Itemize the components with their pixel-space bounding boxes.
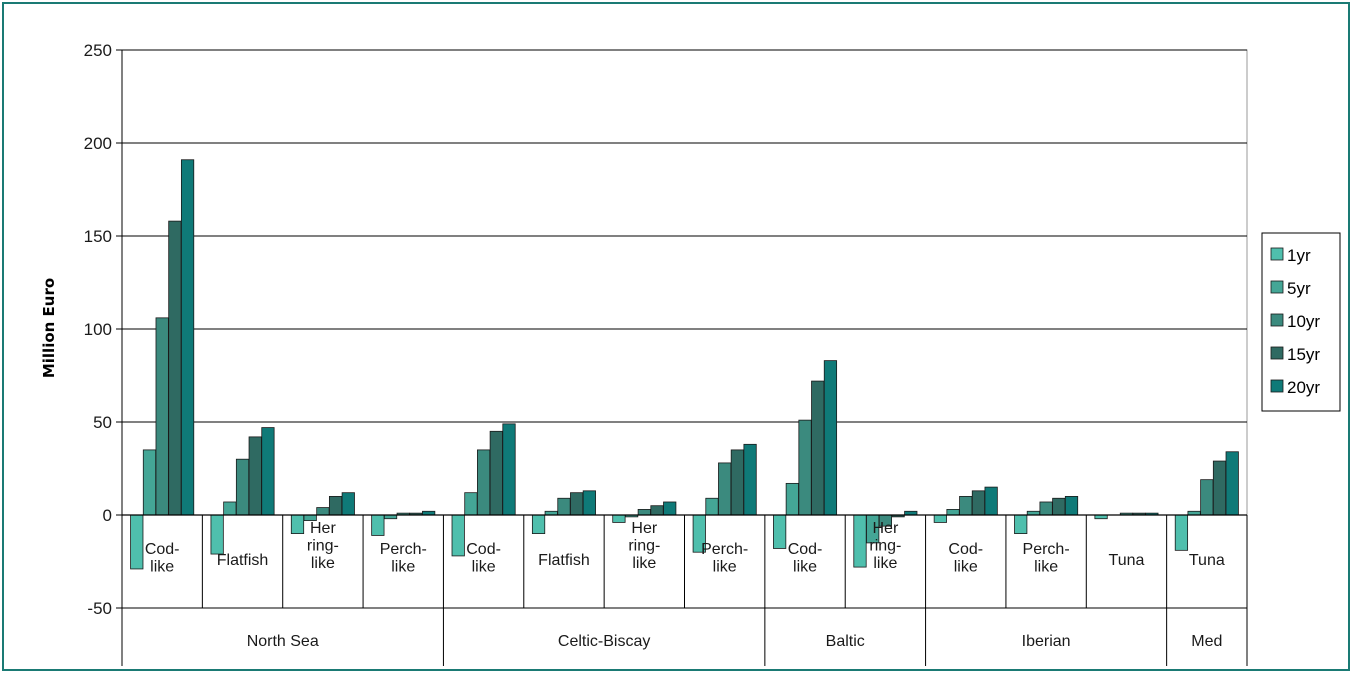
category-label: Her ring-like <box>307 520 339 572</box>
bar-10yr-9 <box>798 419 812 516</box>
category-label: Perch-like <box>1023 541 1070 576</box>
bar-15yr-6 <box>570 492 584 516</box>
bar-1yr-4 <box>371 514 385 536</box>
bar-1yr-1 <box>130 514 144 570</box>
bar-15yr-2 <box>248 436 262 516</box>
y-tick-label: -50 <box>87 599 112 618</box>
bar-1yr-7 <box>612 514 626 523</box>
bar-20yr-12 <box>1064 495 1079 516</box>
bar-1yr-2 <box>210 514 224 555</box>
legend-label-15yr: 15yr <box>1287 345 1320 364</box>
group-label: Iberian <box>1022 633 1071 650</box>
bar-10yr-7 <box>637 509 651 516</box>
y-tick-label: 0 <box>103 506 112 525</box>
bar-20yr-14 <box>1225 451 1239 516</box>
bar-20yr-9 <box>823 360 838 516</box>
bar-20yr-1 <box>180 159 195 516</box>
category-label: Perch-like <box>701 541 748 576</box>
y-tick-label: 50 <box>93 413 112 432</box>
legend-swatch-5yr <box>1270 280 1284 294</box>
legend-swatch-1yr <box>1270 247 1284 261</box>
legend: 1yr 5yr 10yr 15yr 20yr <box>1261 232 1341 412</box>
bar-10yr-1 <box>155 317 169 516</box>
bar-15yr-11 <box>971 490 986 516</box>
legend-label-20yr: 20yr <box>1287 378 1320 397</box>
axes <box>116 49 1248 666</box>
legend-label-10yr: 10yr <box>1287 312 1320 331</box>
bar-15yr-14 <box>1212 460 1227 516</box>
y-tick-label: 250 <box>84 41 112 60</box>
bar-15yr-5 <box>489 430 503 516</box>
legend-label-5yr: 5yr <box>1287 279 1311 298</box>
bars <box>130 159 1239 570</box>
legend-swatch-10yr <box>1270 313 1284 327</box>
bar-10yr-11 <box>959 495 973 516</box>
bar-1yr-6 <box>531 514 546 535</box>
category-label: Cod-like <box>145 541 180 576</box>
bar-5yr-8 <box>705 497 719 516</box>
category-label: Her ring-like <box>869 520 901 572</box>
legend-label-1yr: 1yr <box>1287 246 1311 265</box>
bar-10yr-6 <box>557 497 571 516</box>
y-tick-label: 200 <box>84 134 112 153</box>
bar-5yr-1 <box>142 449 157 516</box>
bar-1yr-14 <box>1174 514 1189 551</box>
bar-5yr-11 <box>946 509 960 516</box>
y-tick-label: 100 <box>84 320 112 339</box>
bar-10yr-14 <box>1200 479 1214 516</box>
bar-20yr-8 <box>743 443 757 516</box>
labels: -50 0 50 100 150 200 250 Cod-like Flatfish Her rin… <box>84 41 1225 650</box>
bar-15yr-9 <box>811 380 825 516</box>
category-label: Flatfish <box>538 552 590 569</box>
bar-20yr-7 <box>663 501 677 516</box>
y-axis-label: Million Euro <box>40 278 58 378</box>
category-label: Cod-like <box>788 541 823 576</box>
category-label: Tuna <box>1189 552 1225 569</box>
bar-10yr-5 <box>477 449 491 516</box>
bar-10yr-12 <box>1039 501 1053 516</box>
bar-1yr-9 <box>773 514 787 549</box>
legend-swatch-15yr <box>1270 346 1284 360</box>
bar-15yr-1 <box>168 220 182 516</box>
category-label: Her ring-like <box>628 520 660 572</box>
bar-20yr-6 <box>582 490 596 516</box>
category-label: Cod-like <box>466 541 501 576</box>
bar-5yr-2 <box>223 501 237 516</box>
bar-20yr-11 <box>984 486 998 516</box>
bar-20yr-2 <box>261 427 275 516</box>
bar-1yr-3 <box>290 514 305 535</box>
y-tick-label: 150 <box>84 227 112 246</box>
group-label: Celtic-Biscay <box>558 633 650 650</box>
bar-chart: -50 0 50 100 150 200 250 Cod-like Flatfish Her rin… <box>40 41 1341 666</box>
group-label: Med <box>1191 633 1222 650</box>
bar-20yr-5 <box>502 423 516 516</box>
bar-10yr-8 <box>718 462 732 516</box>
bar-5yr-5 <box>464 492 478 516</box>
category-label: Perch-like <box>380 541 427 576</box>
category-label: Tuna <box>1109 552 1145 569</box>
group-label: North Sea <box>247 633 319 650</box>
bar-15yr-7 <box>650 505 664 516</box>
category-label: Cod-like <box>948 541 983 576</box>
bar-10yr-3 <box>316 507 330 516</box>
bar-1yr-10 <box>853 514 867 568</box>
bar-10yr-2 <box>235 458 250 516</box>
legend-swatch-20yr <box>1270 379 1284 393</box>
category-label: Flatfish <box>217 552 269 569</box>
bar-20yr-3 <box>341 492 355 516</box>
bar-5yr-9 <box>785 482 799 516</box>
bar-15yr-12 <box>1052 497 1066 516</box>
group-label: Baltic <box>826 633 865 650</box>
bar-15yr-8 <box>730 449 744 516</box>
bar-1yr-12 <box>1014 514 1028 535</box>
bar-1yr-11 <box>933 514 947 523</box>
bar-1yr-5 <box>451 514 465 557</box>
bar-15yr-3 <box>328 495 343 516</box>
